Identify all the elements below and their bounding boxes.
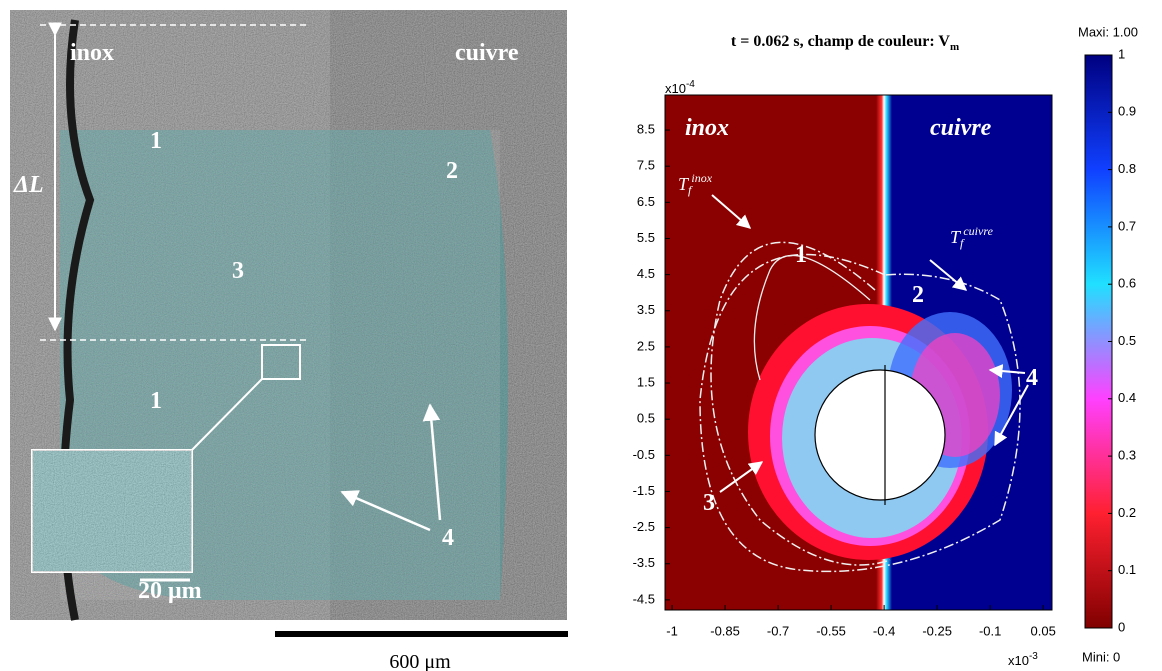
label: inox xyxy=(70,40,114,66)
colorbar-tick-label: 1 xyxy=(1118,46,1125,61)
y-tick-label: 5.5 xyxy=(637,230,655,245)
x-tick-label: -0.7 xyxy=(767,623,789,638)
colorbar-tick-label: 0.7 xyxy=(1118,218,1136,233)
y-tick-label: 7.5 xyxy=(637,158,655,173)
y-tick-label: 2.5 xyxy=(637,338,655,353)
contour-label: Tfinox xyxy=(678,171,713,197)
arrow xyxy=(929,259,968,291)
inset-texture xyxy=(32,450,192,572)
label: ΔL xyxy=(13,172,44,198)
label-base: T xyxy=(950,227,962,247)
x-tick-label: 0.05 xyxy=(1031,623,1056,638)
arrow xyxy=(719,461,764,493)
arrow xyxy=(988,364,1026,379)
y-tick-label: 6.5 xyxy=(637,194,655,209)
y-tick-label: -3.5 xyxy=(633,555,655,570)
colorbar-tick-label: 0.2 xyxy=(1118,505,1136,520)
colorbar xyxy=(1084,54,1113,629)
label-sup: inox xyxy=(691,171,712,185)
x-tick-label: -0.85 xyxy=(710,623,740,638)
label-base: T xyxy=(678,174,690,194)
zone-label: 1 xyxy=(150,128,162,154)
zone-label: 2 xyxy=(912,282,924,308)
arrow xyxy=(994,384,1029,447)
exp-base: x10 xyxy=(1008,653,1029,668)
y-tick-label: 4.5 xyxy=(637,266,655,281)
zone-label: 3 xyxy=(232,258,244,284)
micrograph: inox cuivre ΔL 1 2 3 1 4 20 μm xyxy=(10,10,567,621)
x-tick-label: -0.1 xyxy=(979,623,1001,638)
x-tick-label: -0.4 xyxy=(873,623,895,638)
title-subscript: m xyxy=(950,41,959,53)
exp-power: -3 xyxy=(1029,651,1038,662)
colorbar-tick-label: 0.3 xyxy=(1118,448,1136,463)
colorbar-tick-label: 0.4 xyxy=(1118,390,1136,405)
contour-label: Tfcuivre xyxy=(950,224,994,250)
y-exponent: x10-4 xyxy=(665,79,695,97)
inset-source xyxy=(261,344,301,380)
arrow xyxy=(422,403,442,521)
inset-link xyxy=(189,378,263,453)
arrow xyxy=(711,194,752,229)
colorbar-tick-label: 0.8 xyxy=(1118,161,1136,176)
colorbar-tick-label: 0.6 xyxy=(1118,276,1136,291)
y-tick-label: 1.5 xyxy=(637,374,655,389)
zone-label: 3 xyxy=(703,490,715,516)
plot-area: inox cuivre 1 2 3 4 Tfinox Tfcuivre xyxy=(664,94,1053,611)
label-sub: f xyxy=(960,236,965,250)
zone-label: 1 xyxy=(795,242,807,268)
inset-scale: 20 μm xyxy=(138,578,202,604)
keyhole xyxy=(814,369,946,501)
zone-label: 4 xyxy=(442,525,454,551)
colorbar-max: Maxi: 1.00 xyxy=(1078,24,1138,39)
contour xyxy=(753,254,871,381)
title-text: t = 0.062 s, champ de couleur: V xyxy=(731,33,950,50)
x-tick-label: -0.25 xyxy=(922,623,952,638)
zone-label: 2 xyxy=(446,158,458,184)
y-tick-label: 0.5 xyxy=(637,411,655,426)
colorbar-tick-label: 0 xyxy=(1118,619,1125,634)
contour xyxy=(699,253,1021,573)
colorbar-tick-label: 0.9 xyxy=(1118,104,1136,119)
colorbar-min: Mini: 0 xyxy=(1082,649,1120,664)
y-tick-label: -0.5 xyxy=(633,447,655,462)
plot-frame xyxy=(664,94,1053,611)
y-tick-label: 3.5 xyxy=(637,302,655,317)
label-sub: f xyxy=(688,183,693,197)
label-sup: cuivre xyxy=(963,224,993,238)
exp-power: -4 xyxy=(686,79,695,90)
zone-label: 1 xyxy=(150,388,162,414)
colorbar-tick-label: 0.1 xyxy=(1118,562,1136,577)
region-label: inox xyxy=(685,115,729,141)
colorbar-tick-label: 0.5 xyxy=(1118,333,1136,348)
x-tick-label: -1 xyxy=(666,623,678,638)
y-tick-label: -2.5 xyxy=(633,519,655,534)
label: cuivre xyxy=(455,40,519,66)
x-exponent: x10-3 xyxy=(1008,651,1038,669)
y-tick-label: 8.5 xyxy=(637,121,655,136)
arrow xyxy=(340,490,431,532)
exp-base: x10 xyxy=(665,81,686,96)
plot-title: t = 0.062 s, champ de couleur: Vm xyxy=(731,33,959,53)
x-tick-label: -0.55 xyxy=(816,623,846,638)
scale-label: 600 μm xyxy=(389,651,451,671)
y-tick-label: -1.5 xyxy=(633,483,655,498)
region-label: cuivre xyxy=(930,115,992,141)
y-tick-label: -4.5 xyxy=(633,591,655,606)
zone-label: 4 xyxy=(1026,365,1038,391)
contour xyxy=(710,241,891,566)
